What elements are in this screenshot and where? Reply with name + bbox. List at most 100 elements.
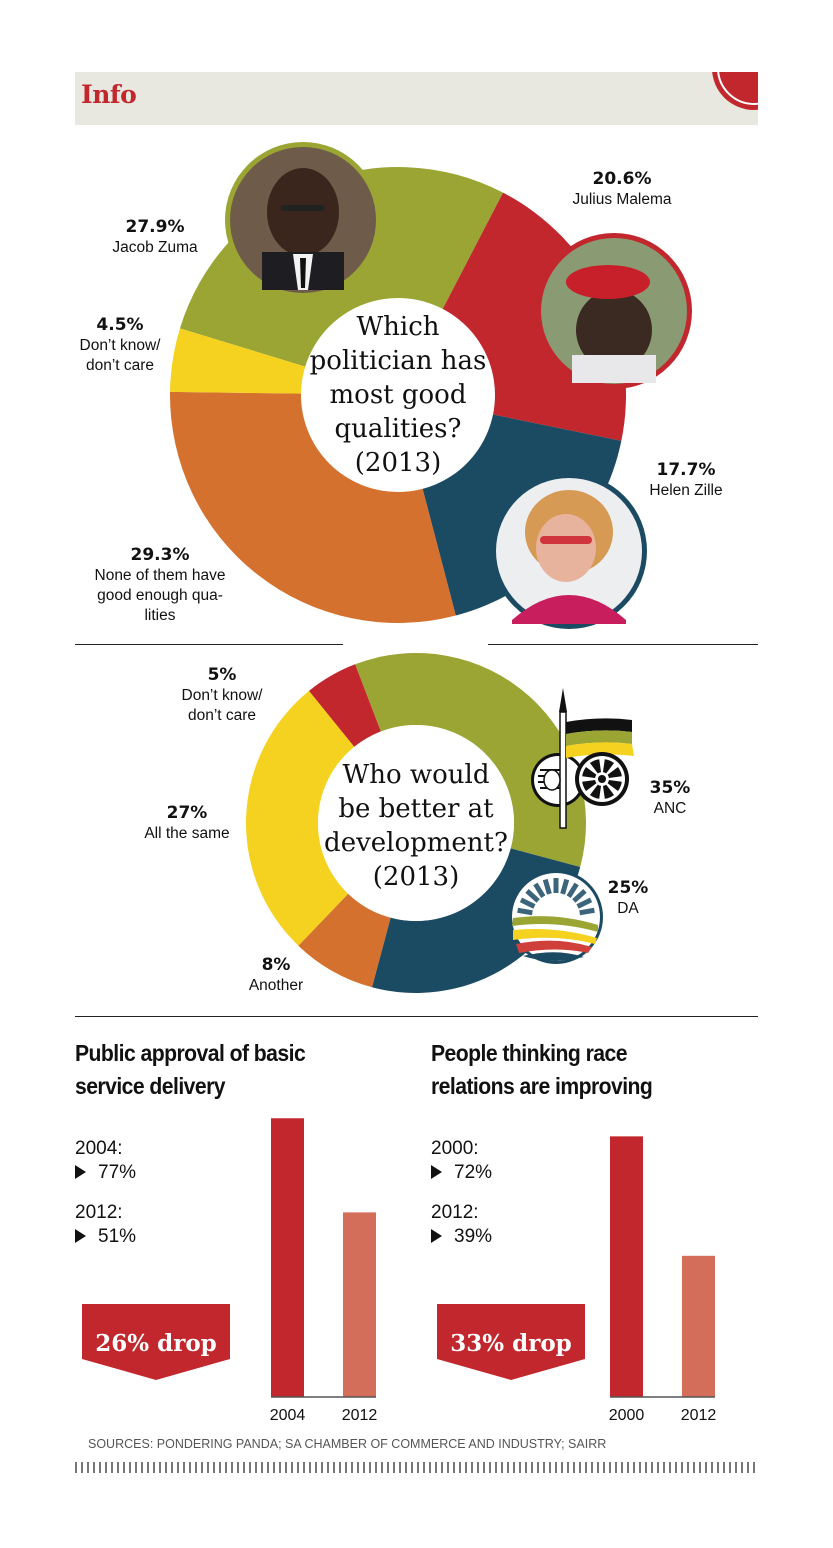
drop-callout-text: 33% drop xyxy=(450,1330,572,1357)
slice-name-label-none: lities xyxy=(144,607,175,624)
da-logo-icon xyxy=(509,870,603,964)
service-delivery-bar-chart: 2004 2012 xyxy=(270,1118,378,1424)
development-donut-slices xyxy=(246,652,587,994)
header-bar: Info xyxy=(75,72,758,125)
service-delivery-title: Public approval of basic service deliver… xyxy=(75,1037,306,1103)
slice-name-label-anc: ANC xyxy=(654,800,687,817)
zille-photo xyxy=(491,473,647,629)
development-donut-center xyxy=(318,725,514,921)
donut-slice-dontknow xyxy=(309,664,381,747)
donut-question-line: Who would xyxy=(343,760,490,790)
slice-value-label-da: 25% xyxy=(608,878,649,898)
slice-value-label-none: 29.3% xyxy=(131,545,190,565)
slice-name-label-none: good enough qua- xyxy=(97,587,223,604)
donut-slice-same xyxy=(246,690,355,946)
stat-value-text: 77% xyxy=(98,1162,137,1183)
header-corner-ring xyxy=(717,72,758,105)
donut-question-line: (2013) xyxy=(355,448,441,478)
donut-slice-another xyxy=(298,893,391,988)
slice-name-label-zille: Helen Zille xyxy=(649,482,722,499)
bar-2004 xyxy=(271,1118,304,1397)
slice-value-label-zuma: 27.9% xyxy=(126,217,185,237)
donut-question-line: most good xyxy=(330,380,467,410)
bar-axis-label: 2012 xyxy=(681,1407,717,1424)
race-relations-title-line-2: relations are improving xyxy=(431,1073,653,1099)
donut-question-line: qualities? xyxy=(335,414,462,444)
slice-value-label-another: 8% xyxy=(262,955,291,975)
triangle-bullet-icon xyxy=(431,1165,442,1179)
slice-value-label-dontknow: 4.5% xyxy=(96,315,143,335)
service-delivery-title-line-2: service delivery xyxy=(75,1073,226,1099)
drop-callout-1: 26% drop xyxy=(82,1304,230,1380)
donut-question-line: Which xyxy=(356,312,439,342)
slice-name-label-dontknow: don’t care xyxy=(188,707,256,724)
slice-value-label-malema: 20.6% xyxy=(593,169,652,189)
slice-name-label-da: DA xyxy=(617,900,639,917)
slice-name-label-dontknow: Don’t know/ xyxy=(80,337,162,354)
decorative-tick-rule xyxy=(75,1462,758,1473)
drop-callout-text: 26% drop xyxy=(95,1330,217,1357)
stat-value: 51% xyxy=(75,1226,136,1248)
slice-name-label-dontknow: don’t care xyxy=(86,357,154,374)
stat-value-text: 72% xyxy=(454,1162,493,1183)
bar-axis-label: 2012 xyxy=(342,1407,378,1424)
slice-name-label-malema: Julius Malema xyxy=(572,191,671,208)
stat-year: 2012: xyxy=(75,1202,123,1223)
triangle-bullet-icon xyxy=(75,1229,86,1243)
politician-donut-center xyxy=(301,298,495,492)
slice-name-label-zuma: Jacob Zuma xyxy=(112,239,198,256)
politician-donut-chart: Which politician has most good qualities? (2… xyxy=(80,142,723,629)
donut-question-line: (2013) xyxy=(373,862,459,892)
zuma-photo xyxy=(225,142,381,298)
slice-value-label-anc: 35% xyxy=(650,778,691,798)
slice-name-label-dontknow: Don’t know/ xyxy=(182,687,264,704)
bar-2000 xyxy=(610,1136,643,1397)
drop-arrow-icon xyxy=(437,1304,585,1380)
race-relations-stats: 2000: 72% 2012: 39% xyxy=(431,1138,492,1248)
divider-full xyxy=(75,1016,758,1017)
header-title: Info xyxy=(81,80,137,109)
development-donut-labels: 35% ANC 25% DA 8% Another 27% All the same 5% Don… xyxy=(144,665,690,994)
donut-question-line: politician has xyxy=(310,346,487,376)
anc-logo-icon xyxy=(531,688,634,829)
malema-photo xyxy=(536,233,692,389)
slice-value-label-same: 27% xyxy=(167,803,208,823)
triangle-bullet-icon xyxy=(75,1165,86,1179)
slice-name-label-same: All the same xyxy=(144,825,229,842)
bar-axis-label: 2004 xyxy=(270,1407,306,1424)
donut-slice-none xyxy=(169,391,456,623)
slice-name-label-none: None of them have xyxy=(95,567,226,584)
drop-arrow-icon xyxy=(82,1304,230,1380)
stat-value-text: 51% xyxy=(98,1226,137,1247)
triangle-bullet-icon xyxy=(431,1229,442,1243)
stat-value: 72% xyxy=(431,1162,492,1184)
stat-value: 39% xyxy=(431,1226,492,1248)
service-delivery-stats: 2004: 77% 2012: 51% xyxy=(75,1138,136,1248)
race-relations-title: People thinking race relations are impro… xyxy=(431,1037,653,1103)
stat-value-text: 39% xyxy=(454,1226,493,1247)
politician-donut-labels: 27.9% Jacob Zuma 20.6% Julius Malema 17.7% He… xyxy=(80,169,723,624)
politician-donut-question: Which politician has most good qualities? (2… xyxy=(310,312,487,478)
donut-question-line: be better at xyxy=(338,794,494,824)
slice-value-label-dontknow: 5% xyxy=(208,665,237,685)
divider-right xyxy=(488,644,758,645)
stat-year: 2000: xyxy=(431,1138,479,1159)
sources-note: SOURCES: PONDERING PANDA; SA CHAMBER OF … xyxy=(88,1437,607,1451)
stat-year: 2012: xyxy=(431,1202,479,1223)
development-donut-question: Who would be better at development? (2013) xyxy=(324,760,508,892)
service-delivery-title-line-1: Public approval of basic xyxy=(75,1040,306,1066)
race-relations-title-line-1: People thinking race xyxy=(431,1040,627,1066)
slice-value-label-zille: 17.7% xyxy=(657,460,716,480)
bar-axis-label: 2000 xyxy=(609,1407,645,1424)
race-relations-bar-chart: 2000 2012 xyxy=(609,1136,717,1424)
slice-name-label-another: Another xyxy=(249,977,303,994)
donut-slice-dontknow xyxy=(170,328,308,394)
donut-question-line: development? xyxy=(324,828,508,858)
stat-year: 2004: xyxy=(75,1138,123,1159)
drop-callout-2: 33% drop xyxy=(437,1304,585,1380)
divider-left xyxy=(75,644,343,645)
stat-value: 77% xyxy=(75,1162,136,1184)
bar-2012 xyxy=(682,1255,715,1397)
donut-slice-anc xyxy=(355,652,587,867)
